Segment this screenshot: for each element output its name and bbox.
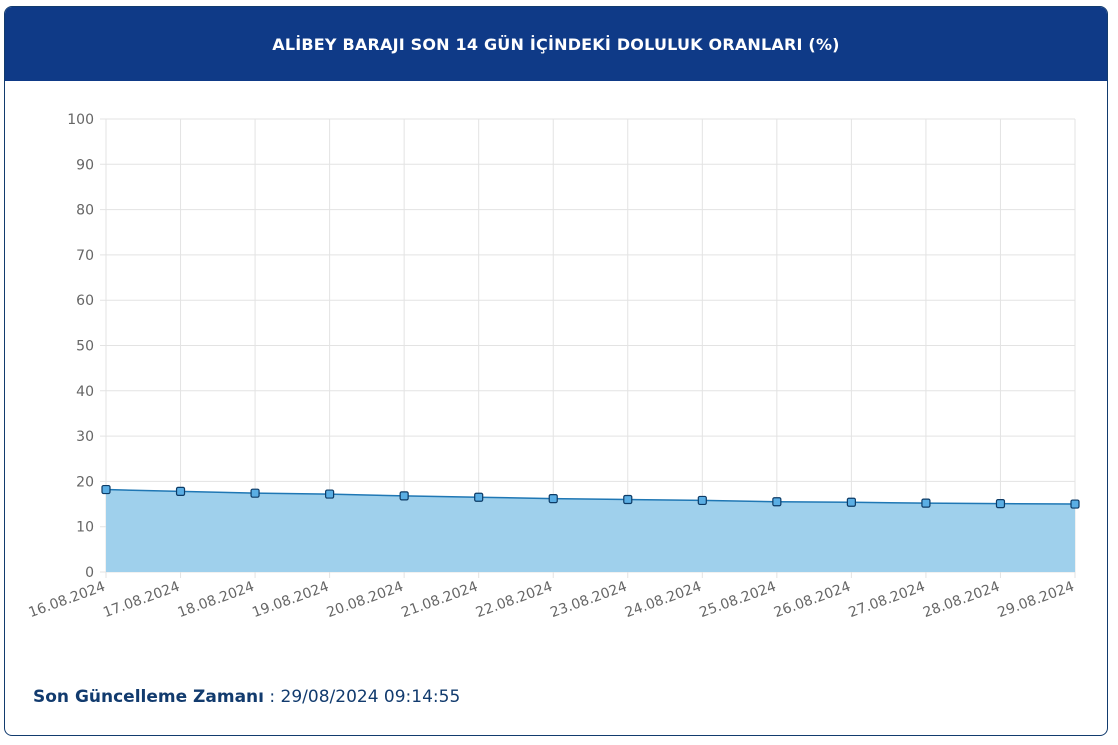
card-header: ALİBEY BARAJI SON 14 GÜN İÇİNDEKİ DOLULU… [5,7,1107,81]
y-tick-label: 40 [76,384,94,400]
y-tick-label: 50 [76,339,94,355]
chart-card: ALİBEY BARAJI SON 14 GÜN İÇİNDEKİ DOLULU… [4,6,1108,736]
x-tick-label: 27.08.2024 [846,579,927,621]
data-point[interactable] [623,494,633,505]
y-tick-label: 70 [76,248,94,264]
last-update-label: Son Güncelleme Zamanı [33,687,264,707]
y-tick-label: 30 [76,429,94,445]
data-point[interactable] [697,495,707,506]
x-tick-label: 21.08.2024 [399,579,480,621]
x-tick-label: 19.08.2024 [250,579,331,621]
data-point[interactable] [995,498,1006,509]
x-tick-label: 29.08.2024 [996,579,1077,621]
x-tick-label: 16.08.2024 [27,579,108,621]
x-tick-label: 25.08.2024 [697,579,778,621]
data-point[interactable] [1070,499,1080,509]
x-tick-label: 18.08.2024 [176,579,257,621]
x-tick-label: 24.08.2024 [623,579,704,621]
x-tick-label: 20.08.2024 [325,579,406,621]
x-tick-label: 17.08.2024 [101,579,182,621]
y-tick-label: 0 [85,565,94,581]
chart-area: 0 10 20 30 40 50 60 70 80 90 100 16.08.2024 17.08.20… [5,81,1107,641]
y-tick-label: 60 [76,293,94,309]
y-tick-label: 20 [76,474,94,490]
data-point[interactable] [846,497,856,507]
data-point[interactable] [325,489,335,499]
data-point[interactable] [474,492,484,502]
y-tick-label: 100 [67,112,94,128]
chart-title: ALİBEY BARAJI SON 14 GÜN İÇİNDEKİ DOLULU… [272,34,840,54]
data-point[interactable] [250,488,260,498]
x-tick-label: 28.08.2024 [921,579,1002,621]
data-point[interactable] [548,494,558,504]
data-point[interactable] [101,484,111,495]
x-tick-label: 26.08.2024 [772,579,853,621]
data-point[interactable] [399,491,409,501]
data-point[interactable] [175,486,186,496]
x-tick-label: 22.08.2024 [474,579,555,621]
data-point[interactable] [772,497,782,507]
y-tick-label: 80 [76,203,94,219]
last-update-value: 29/08/2024 09:14:55 [280,687,461,707]
x-tick-label: 23.08.2024 [548,579,629,621]
y-tick-label: 90 [76,157,94,173]
area-chart: 0 10 20 30 40 50 60 70 80 90 100 16.08.202417.08.20… [27,112,1080,621]
data-point[interactable] [921,498,931,508]
series-area [106,489,1075,572]
series-line [105,488,1076,505]
last-update-separator: : [263,687,281,707]
y-tick-label: 10 [76,520,94,536]
last-update: Son Güncelleme Zamanı : 29/08/2024 09:14… [33,687,460,707]
